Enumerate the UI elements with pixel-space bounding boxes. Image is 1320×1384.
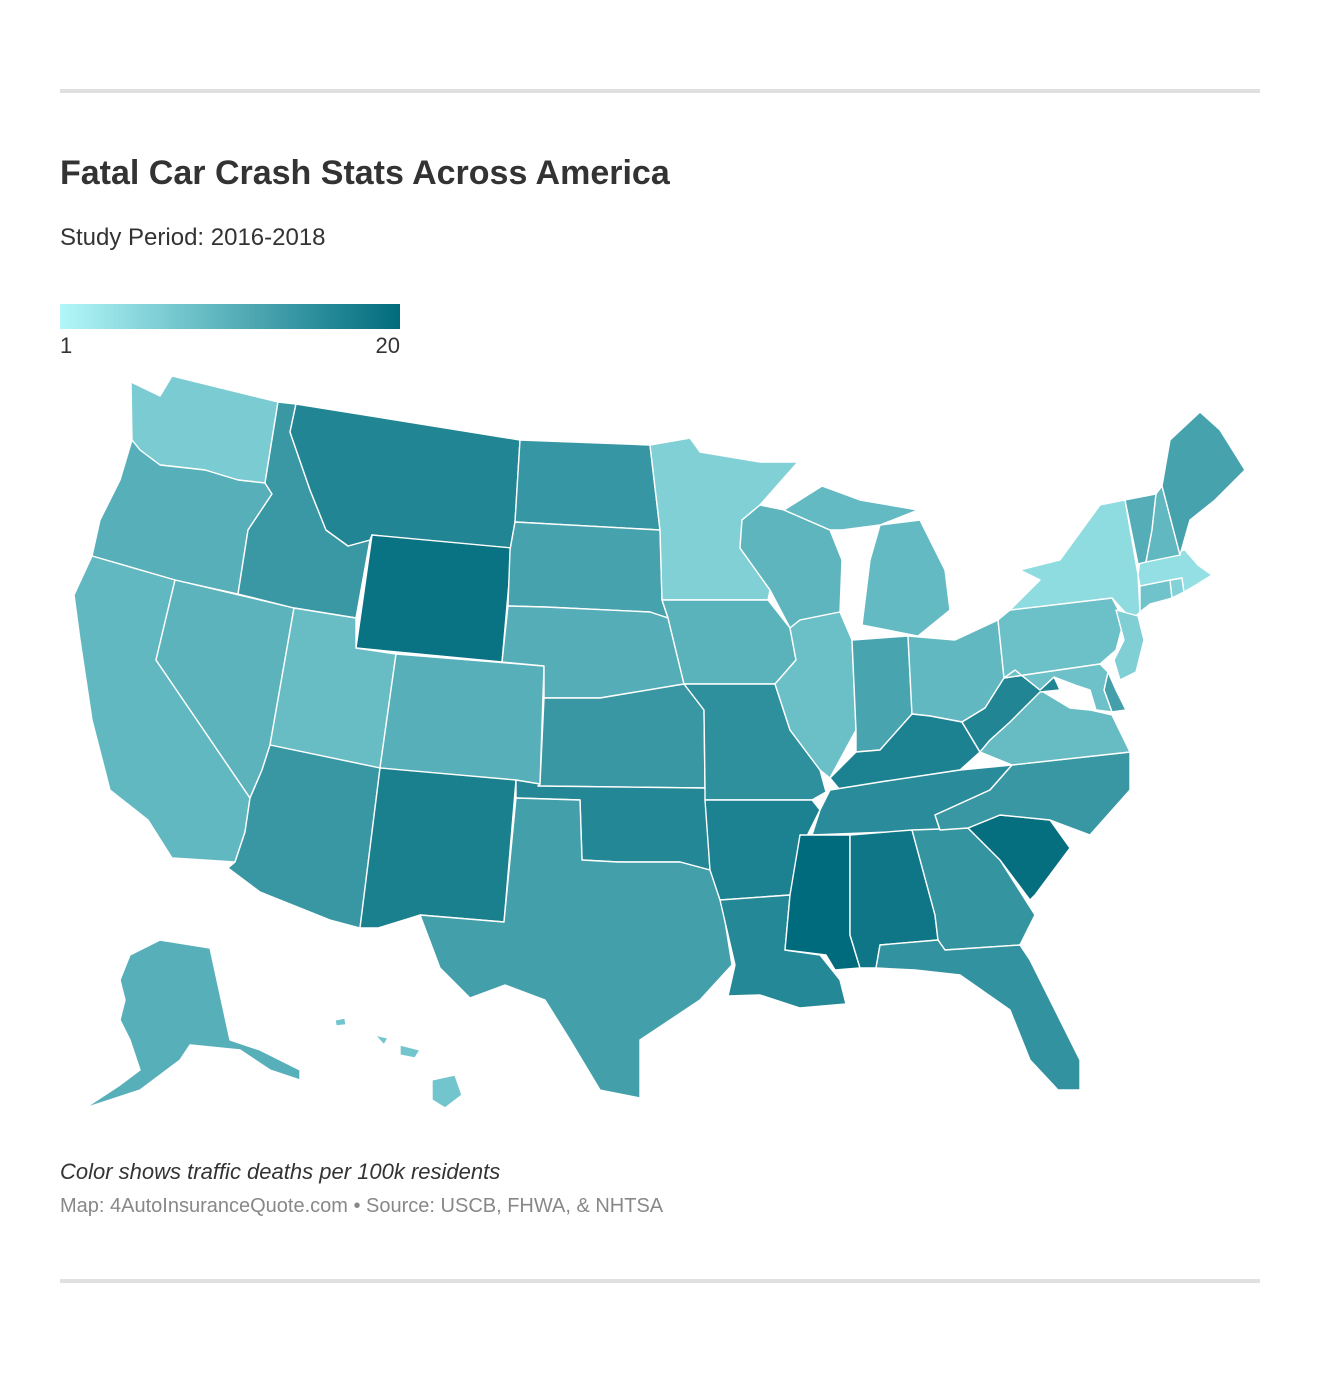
legend-max-label: 20 bbox=[375, 333, 400, 358]
map-source-credit: Map: 4AutoInsuranceQuote.com • Source: U… bbox=[60, 1195, 664, 1217]
state-mi bbox=[861, 519, 951, 637]
page-title: Fatal Car Crash Stats Across America bbox=[60, 154, 670, 192]
state-mi bbox=[783, 485, 919, 531]
state-ms bbox=[784, 834, 861, 971]
us-choropleth-map bbox=[73, 375, 1246, 1109]
state-nh bbox=[1145, 485, 1181, 563]
page-subtitle: Study Period: 2016-2018 bbox=[60, 224, 326, 251]
state-nc bbox=[934, 751, 1131, 836]
state-ia bbox=[661, 599, 797, 685]
bottom-divider bbox=[60, 1279, 1260, 1283]
state-ny bbox=[1009, 499, 1141, 621]
state-wy bbox=[355, 534, 513, 663]
state-ks bbox=[537, 683, 706, 789]
map-color-note: Color shows traffic deaths per 100k resi… bbox=[60, 1159, 501, 1184]
state-hi bbox=[334, 1017, 463, 1109]
state-mt bbox=[289, 403, 521, 551]
state-nm bbox=[359, 767, 517, 929]
state-md bbox=[1003, 663, 1113, 713]
state-nd bbox=[514, 439, 661, 531]
state-sd bbox=[507, 521, 669, 619]
state-me bbox=[1161, 411, 1246, 556]
state-ak bbox=[84, 939, 301, 1109]
state-fl bbox=[875, 939, 1081, 1091]
top-divider bbox=[60, 89, 1260, 93]
legend-color-bar bbox=[60, 304, 400, 329]
state-tx bbox=[419, 797, 733, 1099]
state-nj bbox=[1113, 609, 1145, 681]
legend-min-label: 1 bbox=[60, 333, 73, 358]
state-co bbox=[379, 653, 545, 785]
state-pa bbox=[997, 597, 1125, 679]
